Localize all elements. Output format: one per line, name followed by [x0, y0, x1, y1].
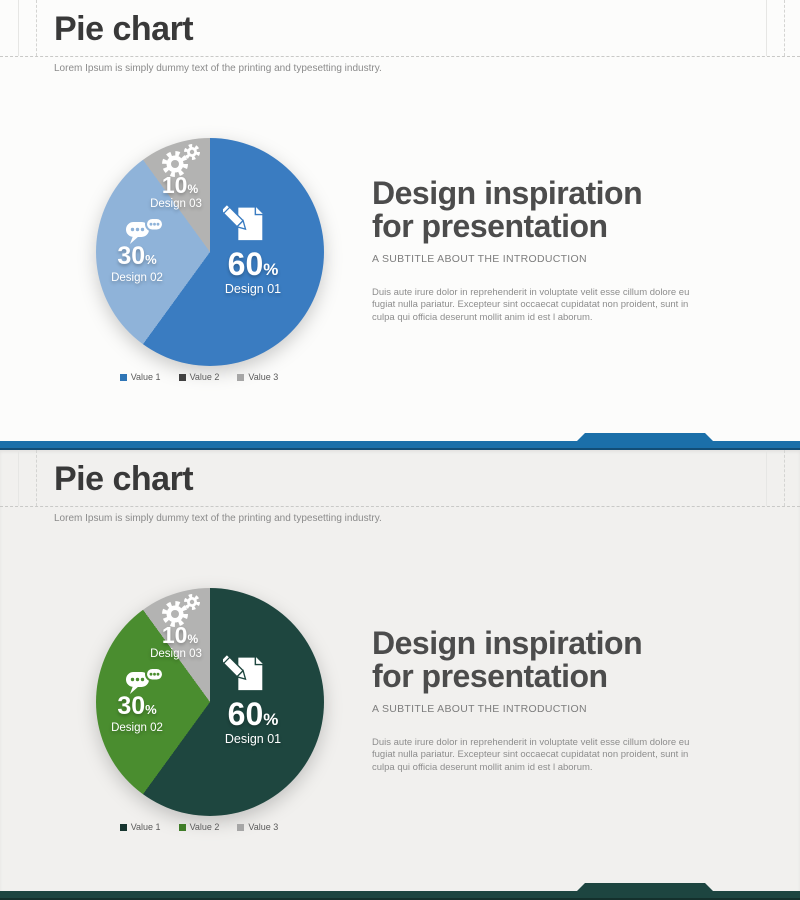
pie-segment-label-design03: Design 03 — [150, 198, 202, 210]
slide-subtitle: Lorem Ipsum is simply dummy text of the … — [54, 63, 382, 74]
layout-guide-line — [784, 450, 785, 506]
legend-item: Value 3 — [237, 372, 278, 382]
gears-icon — [162, 144, 200, 177]
section-heading: Design inspiration for presentation — [372, 627, 712, 693]
legend-item: Value 1 — [119, 372, 161, 382]
accent-tab-shape — [577, 883, 713, 891]
pie-chart: 60% Design 01 30% Design 02 — [96, 138, 324, 366]
pie-chart: 60% Design 01 30% Design 02 — [96, 588, 324, 816]
legend-label: Value 2 — [189, 372, 220, 382]
pie-segment-value-60: 60% — [227, 246, 279, 282]
chat-bubbles-icon — [126, 667, 164, 694]
legend-item: Value 2 — [178, 822, 220, 832]
slide-2: Pie chart Lorem Ipsum is simply dummy te… — [0, 450, 800, 900]
layout-guide-line — [36, 0, 37, 56]
text-column: Design inspiration for presentation A SU… — [372, 627, 712, 774]
legend-swatch — [178, 373, 186, 381]
heading-line-2: for presentation — [372, 658, 608, 694]
legend-item: Value 3 — [237, 822, 278, 832]
pie-segment-value-30: 30% — [117, 692, 157, 720]
pencil-document-icon — [223, 654, 263, 691]
pie-graphic — [96, 588, 324, 816]
pie-segment-label-design03: Design 03 — [150, 648, 202, 660]
legend-label: Value 1 — [130, 822, 161, 832]
pie-graphic — [96, 138, 324, 366]
section-body-text: Duis aute irure dolor in reprehenderit i… — [372, 287, 690, 323]
slide-subtitle: Lorem Ipsum is simply dummy text of the … — [54, 513, 382, 524]
pencil-document-icon — [223, 204, 263, 241]
accent-bottom-bar — [0, 891, 800, 900]
legend-label: Value 1 — [130, 372, 161, 382]
layout-guide-line — [18, 450, 19, 506]
section-body-text: Duis aute irure dolor in reprehenderit i… — [372, 737, 690, 773]
layout-guide-line — [766, 450, 767, 506]
pie-segment-label-design01: Design 01 — [224, 732, 282, 746]
chart-legend: Value 1 Value 2 Value 3 — [55, 372, 343, 382]
pie-segment-label-design02: Design 02 — [111, 272, 163, 284]
accent-tab-shape — [577, 433, 713, 441]
slide-1: Pie chart Lorem Ipsum is simply dummy te… — [0, 0, 800, 450]
accent-bottom-bar — [0, 441, 800, 450]
heading-line-1: Design inspiration — [372, 625, 643, 661]
pie-segment-value-30: 30% — [117, 242, 157, 270]
pie-segment-value-10: 10% — [161, 622, 199, 648]
pie-segment-value-10: 10% — [161, 172, 199, 198]
slide-title: Pie chart — [54, 460, 194, 498]
legend-label: Value 3 — [248, 822, 279, 832]
legend-swatch — [178, 823, 186, 831]
section-heading: Design inspiration for presentation — [372, 177, 712, 243]
heading-line-2: for presentation — [372, 208, 608, 244]
pie-segment-value-60: 60% — [227, 696, 279, 732]
layout-guide-line — [18, 0, 19, 56]
legend-label: Value 3 — [248, 372, 279, 382]
header-divider-line — [0, 506, 800, 507]
legend-swatch — [119, 373, 127, 381]
header-divider-line — [0, 56, 800, 57]
legend-label: Value 2 — [189, 822, 220, 832]
chart-legend: Value 1 Value 2 Value 3 — [55, 822, 343, 832]
legend-swatch — [237, 823, 245, 831]
section-subheading: A SUBTITLE ABOUT THE INTRODUCTION — [372, 703, 587, 715]
legend-item: Value 1 — [119, 822, 161, 832]
slide-title: Pie chart — [54, 10, 194, 48]
layout-guide-line — [784, 0, 785, 56]
layout-guide-line — [36, 450, 37, 506]
legend-swatch — [237, 373, 245, 381]
pie-segment-label-design02: Design 02 — [111, 722, 163, 734]
section-subheading: A SUBTITLE ABOUT THE INTRODUCTION — [372, 253, 587, 265]
gears-icon — [162, 594, 200, 627]
legend-item: Value 2 — [178, 372, 220, 382]
layout-guide-line — [766, 0, 767, 56]
chat-bubbles-icon — [126, 217, 164, 244]
pie-segment-label-design01: Design 01 — [224, 282, 282, 296]
legend-swatch — [119, 823, 127, 831]
heading-line-1: Design inspiration — [372, 175, 643, 211]
text-column: Design inspiration for presentation A SU… — [372, 177, 712, 324]
